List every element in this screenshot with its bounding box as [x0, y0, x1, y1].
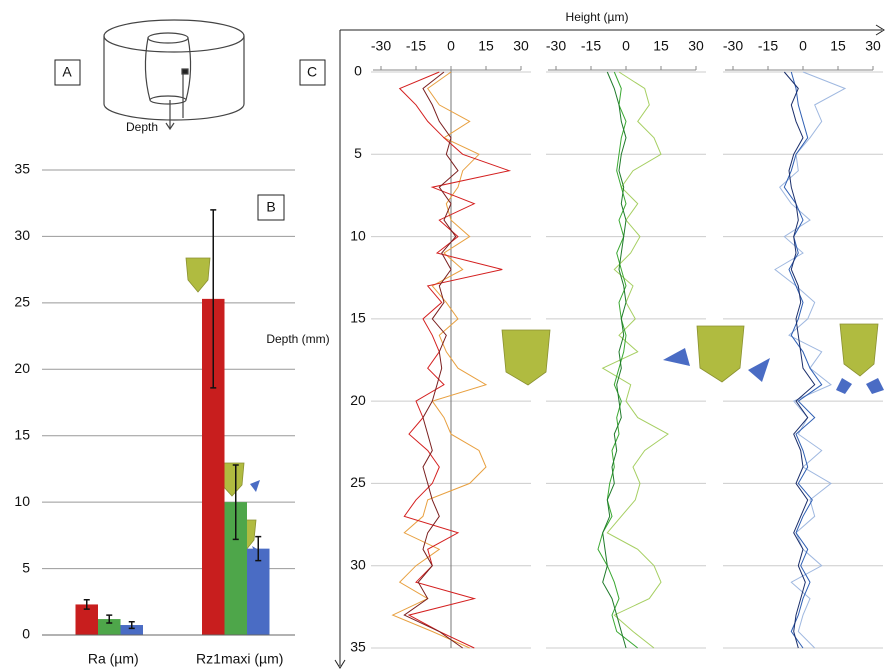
label-box: [299, 59, 326, 86]
y-tick-label: 0: [354, 63, 362, 79]
panel-label: A: [62, 64, 72, 80]
error-bar: [83, 599, 90, 610]
y-tick-label: 30: [14, 227, 30, 243]
x-tick-label: 30: [865, 38, 881, 54]
x-tick-label: 0: [447, 38, 455, 54]
y-tick-label: 35: [14, 161, 30, 177]
y-tick-label: 25: [14, 294, 30, 310]
x-tick-label: -30: [371, 38, 391, 54]
drill-icons: [185, 257, 879, 551]
y-tick-label: 15: [350, 310, 366, 326]
label-box: [257, 194, 285, 221]
panel-label: C: [307, 64, 317, 80]
depth-label: Depth: [126, 120, 158, 134]
x-tick-label: 15: [478, 38, 494, 54]
x-tick-label: 0: [799, 38, 807, 54]
bar: [224, 502, 247, 635]
x-tick-label: -30: [546, 38, 566, 54]
x-tick-label: -30: [723, 38, 743, 54]
x-axis-title: Height (µm): [566, 10, 629, 24]
cylinder-diagram: [103, 19, 245, 131]
profile-line: [783, 71, 823, 649]
y-tick-label: 10: [350, 227, 366, 243]
profile-line: [783, 71, 816, 649]
profile-line: [597, 71, 639, 649]
x-tick-label: -15: [758, 38, 778, 54]
label-box: [54, 59, 81, 86]
x-tick-label: Ra (µm): [88, 651, 139, 667]
y-tick-label: 5: [22, 559, 30, 575]
error-bar: [232, 464, 239, 541]
error-bar: [128, 620, 135, 630]
x-tick-label: 0: [622, 38, 630, 54]
profile-line: [391, 71, 488, 649]
y-tick-label: 0: [22, 626, 30, 642]
x-tick-label: -15: [581, 38, 601, 54]
y-tick-label: 35: [350, 639, 366, 655]
x-tick-label: 30: [513, 38, 529, 54]
profile-line: [403, 71, 463, 649]
y-tick-label: 15: [14, 426, 30, 442]
x-tick-label: -15: [406, 38, 426, 54]
profile-line: [601, 71, 669, 649]
bar: [98, 619, 121, 635]
bar: [75, 604, 98, 635]
y-tick-label: 20: [14, 360, 30, 376]
profile-line: [602, 71, 627, 649]
bar: [247, 548, 270, 635]
error-bar: [210, 209, 217, 389]
x-tick-label: 15: [653, 38, 669, 54]
error-bar: [255, 535, 262, 562]
y-tick-label: 5: [354, 145, 362, 161]
y-tick-label: 30: [350, 556, 366, 572]
bar: [120, 625, 143, 635]
tool-inserts: [207, 348, 884, 556]
y-tick-label: 20: [350, 392, 366, 408]
y-axis-title: Depth (mm): [266, 332, 329, 346]
y-tick-label: 10: [14, 493, 30, 509]
profile-line: [774, 71, 847, 649]
bar: [202, 298, 225, 635]
profile-axes: [334, 24, 885, 669]
error-bar: [106, 614, 113, 624]
y-tick-label: 25: [350, 474, 366, 490]
x-tick-label: 30: [688, 38, 704, 54]
profile-line: [398, 71, 512, 649]
x-tick-label: 15: [830, 38, 846, 54]
x-tick-label: Rz1maxi (µm): [196, 651, 283, 667]
panel-label: B: [266, 199, 275, 215]
